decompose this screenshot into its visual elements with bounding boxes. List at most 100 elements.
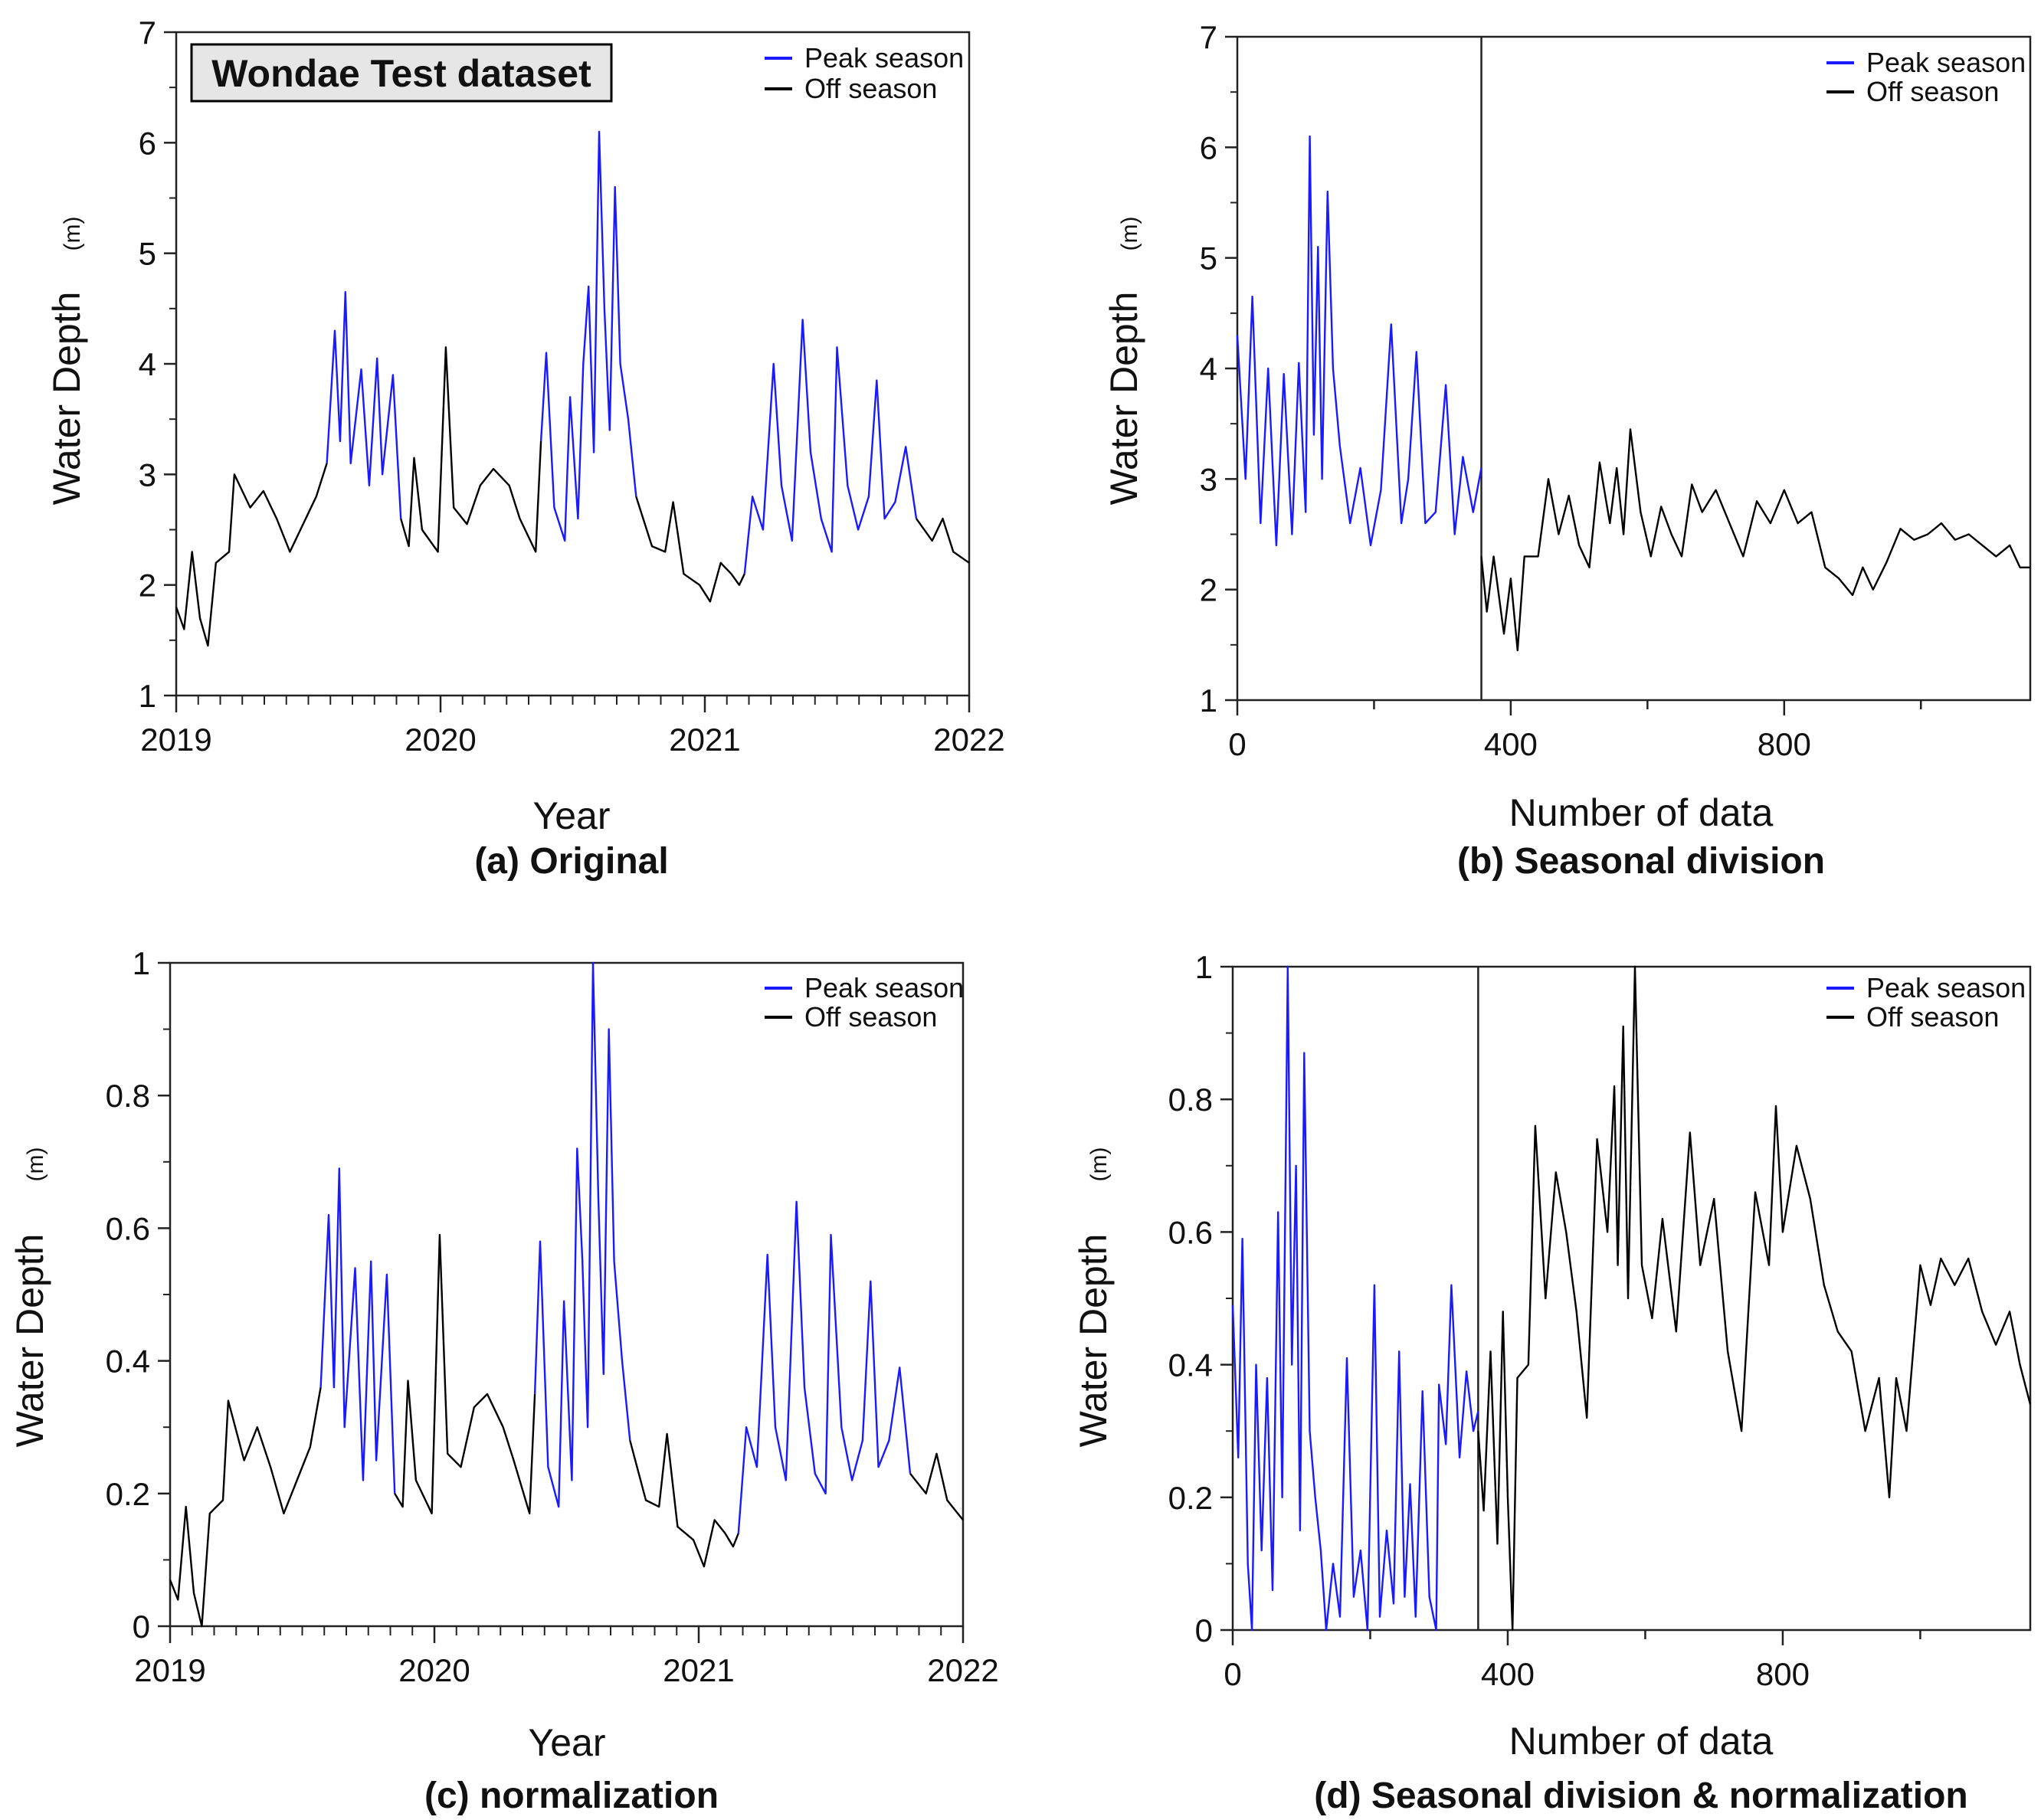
panel-b-caption: (b) Seasonal division: [1457, 841, 1825, 882]
panel-d-plot-area: 0 0.2 0.4 0.6 0.8 1 0 400 800: [1168, 949, 2032, 1692]
plot-frame: [175, 31, 971, 697]
panel-b-y-axis-title: Water Depth: [1102, 292, 1145, 506]
y-tick-label: 1: [139, 678, 156, 714]
y-tick-label: 0.8: [1168, 1082, 1213, 1118]
panel-c-y-axis-unit: (m): [23, 1147, 48, 1182]
x-tick-label: 2019: [134, 1652, 205, 1688]
panel-a-y-axis-unit: (m): [60, 217, 85, 251]
y-tick-label: 4: [139, 346, 156, 382]
y-tick-label: 5: [139, 236, 156, 272]
y-tick-label: 7: [1200, 19, 1217, 55]
y-tick-label: 0.2: [1168, 1480, 1213, 1516]
y-tick-label: 1: [1200, 682, 1217, 719]
panel-a-legend: Peak season Off season: [765, 42, 964, 104]
panel-d-caption: (d) Seasonal division & normalization: [1314, 1776, 1967, 1816]
panel-d-y-axis-title: Water Depth: [1072, 1234, 1115, 1448]
x-tick-label: 2020: [398, 1652, 470, 1688]
y-tick-label: 3: [1200, 461, 1217, 497]
panel-a-caption: (a) Original: [474, 841, 668, 882]
panel-d-legend: Peak season Off season: [1826, 972, 2026, 1033]
panel-c-x-axis-title: Year: [528, 1721, 605, 1764]
x-tick-label: 400: [1481, 1656, 1535, 1692]
plot-frame: [1236, 35, 2032, 702]
x-tick-label: 0: [1224, 1656, 1241, 1692]
panel-b-legend: Peak season Off season: [1826, 47, 2026, 107]
peak-season-series-line: [326, 291, 402, 519]
x-tick-label: 400: [1484, 726, 1538, 762]
x-tick-label: 2021: [663, 1652, 734, 1688]
panel-a-y-axis-title: Water Depth: [45, 292, 88, 506]
y-tick-label: 0.6: [1168, 1214, 1213, 1250]
y-tick-label: 0: [1195, 1612, 1213, 1648]
panel-b-plot-area: 1 2 3 4 5 6 7 0 400 800: [1200, 19, 2032, 762]
panel-a: 1 2 3 4 5 6 7 2019 2020 2021 2022 Wondae Test data…: [45, 15, 1005, 882]
panel-d-x-axis-title: Number of data: [1509, 1720, 1774, 1763]
legend-peak-label: Peak season: [804, 42, 964, 74]
off-season-series-line: [629, 1432, 739, 1568]
off-season-series-line: [175, 463, 328, 647]
off-season-series-line: [169, 1386, 322, 1628]
off-season-series-line: [1480, 428, 2030, 652]
legend-off-label: Off season: [804, 73, 937, 104]
svg-text:Wondae Test dataset: Wondae Test dataset: [211, 52, 591, 95]
y-tick-label: 0.6: [106, 1210, 150, 1246]
y-tick-label: 2: [139, 568, 156, 604]
legend-off-label: Off season: [1866, 76, 1999, 107]
y-tick-label: 0.4: [1168, 1347, 1213, 1383]
x-tick-label: 800: [1756, 1656, 1810, 1692]
y-tick-label: 5: [1200, 241, 1217, 277]
off-season-series-line: [394, 1233, 536, 1515]
peak-season-series-line: [1231, 965, 1479, 1632]
off-season-series-line: [400, 346, 542, 553]
x-tick-label: 0: [1228, 726, 1246, 762]
y-tick-label: 0: [133, 1609, 150, 1645]
panel-c-caption: (c) normalization: [424, 1776, 719, 1816]
panel-a-plot-area: 1 2 3 4 5 6 7 2019 2020 2021 2022: [139, 15, 1005, 758]
off-season-series-line: [909, 1452, 964, 1521]
x-tick-label: 800: [1758, 726, 1811, 762]
y-tick-label: 7: [139, 15, 156, 51]
panel-b-y-axis-unit: (m): [1117, 217, 1142, 251]
y-tick-label: 2: [1200, 572, 1217, 608]
legend-peak-label: Peak season: [1866, 972, 2026, 1003]
panel-b: 1 2 3 4 5 6 7 0 400 800 Peak season Off season Nu…: [1102, 19, 2032, 882]
panel-d-y-axis-unit: (m): [1086, 1147, 1112, 1182]
off-season-series-line: [1477, 965, 2032, 1632]
peak-season-series-line: [319, 1167, 396, 1494]
y-tick-label: 0.8: [106, 1078, 150, 1114]
y-tick-label: 4: [1200, 351, 1217, 387]
legend-peak-label: Peak season: [804, 972, 964, 1003]
y-tick-label: 0.2: [106, 1476, 150, 1512]
y-tick-label: 3: [139, 457, 156, 493]
y-tick-label: 1: [133, 945, 150, 981]
x-tick-label: 2021: [669, 722, 740, 758]
panel-c-plot-area: 0 0.2 0.4 0.6 0.8 1 2019 2020 2021 2022: [106, 945, 999, 1688]
panel-c-legend: Peak season Off season: [765, 972, 964, 1033]
plot-frame: [169, 961, 965, 1628]
peak-season-series-line: [533, 961, 631, 1508]
panel-c: 0 0.2 0.4 0.6 0.8 1 2019 2020 2021 2022 Peak seas…: [8, 945, 999, 1816]
x-tick-label: 2020: [405, 722, 476, 758]
x-tick-label: 2022: [933, 722, 1004, 758]
panel-a-x-axis-title: Year: [532, 794, 610, 837]
panel-a-dataset-label: Wondae Test dataset: [190, 43, 613, 103]
y-tick-label: 6: [1200, 129, 1217, 165]
y-tick-label: 6: [139, 125, 156, 161]
peak-season-series-line: [743, 319, 918, 574]
off-season-series-line: [635, 496, 745, 603]
x-tick-label: 2019: [140, 722, 211, 758]
panel-b-x-axis-title: Number of data: [1509, 791, 1774, 834]
peak-season-series-line: [1236, 135, 1482, 547]
y-tick-label: 1: [1195, 949, 1213, 985]
legend-off-label: Off season: [804, 1001, 937, 1033]
y-tick-label: 0.4: [106, 1344, 150, 1380]
legend-peak-label: Peak season: [1866, 47, 2026, 78]
legend-off-label: Off season: [1866, 1001, 1999, 1033]
off-season-series-line: [916, 517, 970, 564]
peak-season-series-line: [737, 1200, 912, 1534]
panel-c-y-axis-title: Water Depth: [8, 1234, 51, 1448]
peak-season-series-line: [539, 130, 637, 542]
x-tick-label: 2022: [927, 1652, 998, 1688]
panel-d: 0 0.2 0.4 0.6 0.8 1 0 400 800 Peak season Off se…: [1072, 949, 2032, 1816]
